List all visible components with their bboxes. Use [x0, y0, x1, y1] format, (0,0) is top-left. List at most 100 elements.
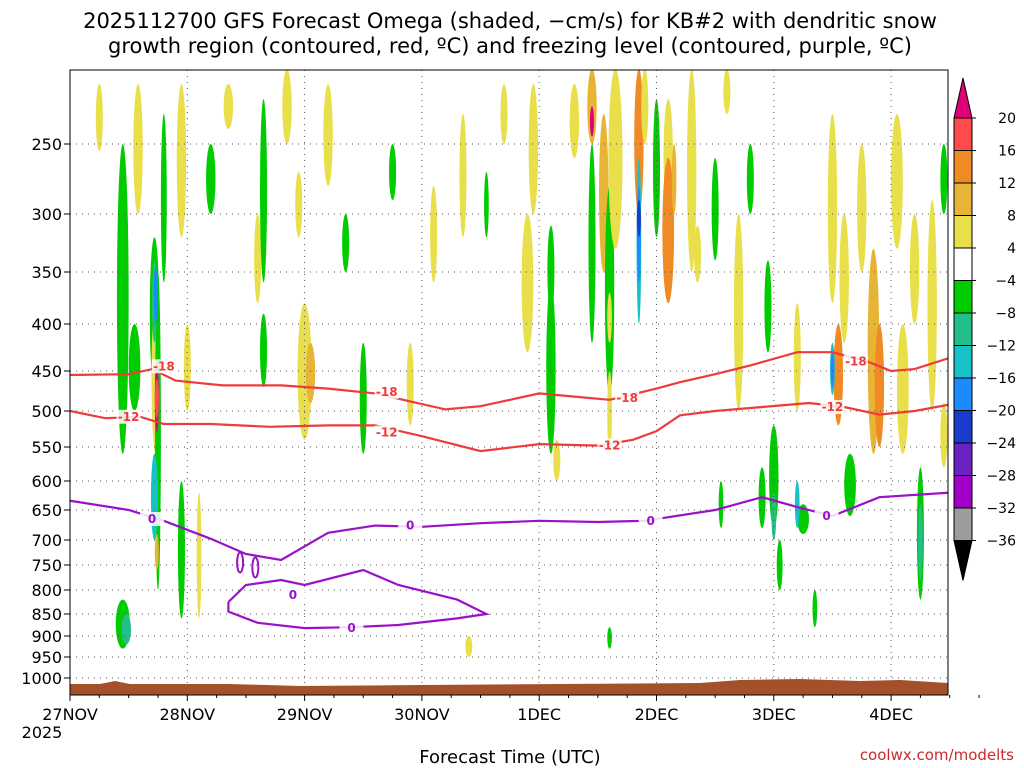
contour-label: -18	[845, 355, 867, 369]
y-tick-label: 750	[31, 556, 62, 575]
omega-cell	[927, 200, 937, 411]
omega-cell	[160, 114, 167, 283]
contour-closed-line	[227, 568, 491, 630]
colorbar-segment	[953, 117, 973, 151]
y-tick-label: 650	[31, 501, 62, 520]
omega-cell	[546, 282, 556, 454]
omega-cell	[521, 214, 534, 353]
x-axis: 27NOV 28NOV 29NOV 30NOV 1DEC 2DEC 3DEC 4DEC	[42, 695, 980, 724]
colorbar-tick-label: −36	[986, 534, 1016, 550]
contour-label-bg	[140, 512, 165, 526]
contour-label-bg	[615, 391, 640, 406]
omega-cell	[282, 70, 292, 144]
colorbar-segment	[953, 475, 973, 509]
omega-cell	[604, 186, 615, 395]
y-axis: 250 300 350 400 450 500 550 600 650 700 750 800 850 9…	[21, 135, 70, 688]
terrain-band	[70, 679, 948, 695]
omega-cell	[636, 200, 641, 238]
colorbar-tick-label: −32	[986, 501, 1016, 517]
omega-cell	[206, 144, 216, 214]
omega-cell	[153, 266, 158, 324]
contour-label-bg	[638, 513, 663, 528]
contour-label: 0	[347, 621, 355, 635]
contour-label-bg	[339, 621, 364, 636]
contour-label-bg	[597, 438, 622, 453]
omega-cell	[260, 313, 268, 387]
omega-cell	[776, 540, 783, 590]
colorbar-tick-label: 4	[1007, 241, 1016, 257]
omega-cell	[323, 84, 333, 186]
x-tick-label: 4DEC	[869, 705, 913, 724]
omega-cell	[940, 403, 948, 468]
omega-cell	[223, 84, 234, 129]
y-tick-label: 700	[31, 531, 62, 550]
x-year-label: 2025	[22, 723, 63, 742]
colorbar-segment	[953, 507, 973, 541]
contour-label-bg	[151, 359, 176, 374]
omega-cell	[589, 106, 594, 137]
contour-small-loop	[236, 551, 245, 574]
colorbar-top-arrow	[953, 77, 973, 119]
omega-cell	[128, 324, 141, 411]
contour-label-bg	[820, 400, 845, 414]
contour-label: 0	[646, 514, 654, 528]
contour-label: -12	[822, 400, 844, 414]
y-tick-label: 550	[31, 438, 62, 457]
omega-cell	[857, 144, 867, 272]
omega-cell	[918, 504, 923, 580]
omega-cell	[484, 172, 489, 238]
omega-cell	[827, 114, 838, 304]
omega-cell	[634, 70, 644, 214]
omega-cell	[183, 324, 191, 411]
omega-shading	[95, 70, 948, 657]
omega-cell	[430, 186, 438, 283]
omega-cell	[569, 84, 580, 158]
omega-cell	[607, 371, 612, 454]
contour-label: 0	[289, 588, 297, 602]
colorbar-segment	[953, 150, 973, 184]
omega-cell	[662, 158, 675, 304]
colorbar-tick-label: −4	[995, 274, 1016, 290]
y-tick-label: 900	[31, 627, 62, 646]
omega-cell	[154, 379, 159, 419]
y-tick-label: 600	[31, 472, 62, 491]
omega-cell	[196, 492, 202, 619]
colorbar-tick-label: −24	[986, 436, 1016, 452]
omega-cell	[793, 303, 801, 411]
colorbar-tick-label: −20	[986, 404, 1016, 420]
colorbar: 20 16 12 8 4 −4 −8 −12 −16 −20 −24 −28 −32 −36	[953, 77, 1016, 581]
omega-cell	[844, 453, 856, 516]
omega-cell	[608, 70, 623, 249]
omega-cell	[406, 342, 414, 426]
y-tick-label: 300	[31, 205, 62, 224]
omega-cell	[718, 481, 724, 528]
omega-cell	[465, 636, 473, 657]
contour-label-bg	[116, 409, 141, 424]
y-tick-label: 800	[31, 581, 62, 600]
plot-frame	[69, 69, 949, 696]
omega-cell	[176, 84, 187, 238]
colorbar-segment	[953, 410, 973, 444]
omega-cell	[133, 84, 143, 214]
omega-cell	[359, 342, 367, 454]
x-axis-title: Forecast Time (UTC)	[419, 747, 600, 768]
omega-cell	[769, 425, 779, 528]
contour-small-loop	[251, 556, 260, 579]
omega-cell	[528, 84, 539, 214]
x-tick-label: 1DEC	[517, 705, 561, 724]
omega-cell	[746, 144, 754, 214]
omega-cell	[794, 481, 800, 528]
contour-label-bg	[398, 518, 423, 533]
colorbar-tick-label: 20	[998, 111, 1016, 127]
omega-cell	[295, 172, 303, 238]
x-tick-label: 27NOV	[42, 705, 98, 724]
omega-cell	[607, 627, 612, 649]
colorbar-tick-label: −16	[986, 371, 1016, 387]
omega-cell	[723, 70, 731, 114]
omega-cell	[305, 342, 316, 403]
omega-cell	[254, 214, 262, 304]
y-tick-label: 250	[31, 135, 62, 154]
y-tick-label: 400	[31, 315, 62, 334]
omega-cell	[342, 214, 350, 272]
omega-cell	[641, 70, 649, 144]
